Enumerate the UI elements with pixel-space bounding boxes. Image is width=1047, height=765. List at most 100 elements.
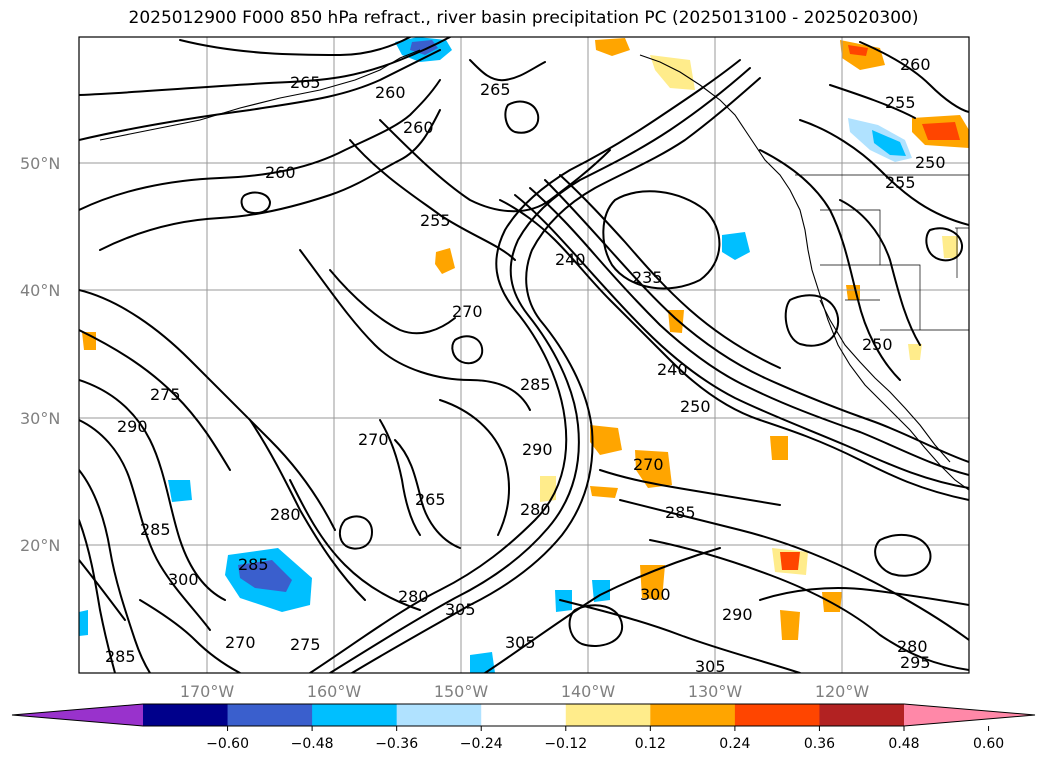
contour-label: 305 xyxy=(445,600,476,619)
lon-label: 170°W xyxy=(180,682,235,701)
contour-label: 280 xyxy=(270,505,301,524)
contour-label: 275 xyxy=(290,635,321,654)
positive-anomaly-patch xyxy=(780,552,800,570)
contour-label: 250 xyxy=(915,153,946,172)
positive-anomaly-patch xyxy=(635,450,672,488)
positive-anomaly-patch xyxy=(595,38,630,56)
contour-label: 255 xyxy=(885,173,916,192)
contour-label: 290 xyxy=(722,605,753,624)
contour-label: 240 xyxy=(657,360,688,379)
map-frame xyxy=(78,36,970,674)
positive-anomaly-patch xyxy=(590,486,618,498)
contour-label: 265 xyxy=(415,490,446,509)
lat-label: 20°N xyxy=(20,536,60,555)
positive-anomaly-patch xyxy=(942,236,958,258)
contour-label: 285 xyxy=(238,555,269,574)
political-borders xyxy=(795,174,969,331)
colorbar-segment xyxy=(396,704,482,726)
positive-anomaly-patch xyxy=(922,122,960,140)
lon-label: 160°W xyxy=(307,682,362,701)
negative-anomaly-patch xyxy=(168,480,192,502)
colorbar-tick-label: 0.24 xyxy=(719,736,750,752)
contour-label: 250 xyxy=(680,397,711,416)
contour-label: 255 xyxy=(420,211,451,230)
negative-anomaly-patch xyxy=(872,130,906,156)
negative-anomaly-patch xyxy=(470,652,495,673)
contour-label: 285 xyxy=(140,520,171,539)
contour-label: 270 xyxy=(452,302,483,321)
positive-anomaly-patch xyxy=(590,425,622,455)
negative-anomaly-patch xyxy=(79,610,88,636)
precip-anomaly-patches xyxy=(79,37,969,673)
coastlines xyxy=(99,49,969,491)
contour-label: 235 xyxy=(632,268,663,287)
contour-label: 275 xyxy=(150,385,181,404)
positive-anomaly-patch xyxy=(540,476,556,502)
contour-label: 305 xyxy=(505,633,536,652)
colorbar-segment xyxy=(819,704,905,726)
colorbar-segment xyxy=(227,704,313,726)
colorbar-segment xyxy=(481,704,567,726)
contour-label: 290 xyxy=(117,417,148,436)
positive-anomaly-patch xyxy=(435,248,455,274)
latitude-labels: 50°N 40°N 30°N 20°N xyxy=(20,154,60,555)
lon-label: 130°W xyxy=(688,682,743,701)
contour-label: 280 xyxy=(897,637,928,656)
negative-anomaly-patch xyxy=(722,232,750,260)
contour-label: 300 xyxy=(168,570,199,589)
colorbar-outline xyxy=(11,703,1036,727)
colorbar-tick-label: −0.36 xyxy=(375,736,418,752)
contour-label: 260 xyxy=(900,55,931,74)
colorbar-segment xyxy=(734,704,820,726)
contour-label: 270 xyxy=(633,455,664,474)
contour-label: 290 xyxy=(522,440,553,459)
longitude-labels: 170°W 160°W 150°W 140°W 130°W 120°W xyxy=(180,682,870,701)
contour-label: 280 xyxy=(398,587,429,606)
colorbar-tick-label: 0.36 xyxy=(804,736,835,752)
contour-label: 285 xyxy=(665,503,696,522)
contour-label: 295 xyxy=(900,653,931,672)
map-title: 2025012900 F000 850 hPa refract., river … xyxy=(128,8,919,28)
contour-label: 280 xyxy=(520,500,551,519)
contour-label: 260 xyxy=(403,118,434,137)
negative-anomaly-patch xyxy=(238,560,292,592)
colorbar-min-extension xyxy=(12,704,143,726)
contour-label: 285 xyxy=(520,375,551,394)
lat-label: 50°N xyxy=(20,154,60,173)
contour-label: 300 xyxy=(640,585,671,604)
contour-label: 265 xyxy=(480,80,511,99)
positive-anomaly-patch xyxy=(650,55,695,90)
colorbar-tick-label: 0.48 xyxy=(888,736,919,752)
colorbar-max-extension xyxy=(904,704,1035,726)
colorbar-tick-label: −0.24 xyxy=(460,736,503,752)
contour-label: 270 xyxy=(225,633,256,652)
positive-anomaly-patch xyxy=(848,45,868,56)
contour-label: 285 xyxy=(105,647,136,666)
lat-label: 30°N xyxy=(20,409,60,428)
graticule xyxy=(79,37,969,673)
colorbar-tick-label: −0.48 xyxy=(291,736,334,752)
lon-label: 150°W xyxy=(434,682,489,701)
contour-label: 260 xyxy=(265,163,296,182)
refractivity-contours xyxy=(79,37,969,673)
colorbar-segment xyxy=(143,704,229,726)
contour-labels: 265 260 265 260 260 255 255 260 255 250 … xyxy=(105,55,946,676)
colorbar-tick-label: −0.60 xyxy=(206,736,249,752)
contour-label: 305 xyxy=(695,657,726,676)
contour-label: 260 xyxy=(375,83,406,102)
positive-anomaly-patch xyxy=(780,610,800,640)
positive-anomaly-patch xyxy=(908,344,922,360)
lon-label: 120°W xyxy=(815,682,870,701)
colorbar-tick-label: −0.12 xyxy=(544,736,587,752)
contour-label: 240 xyxy=(555,250,586,269)
contour-label: 255 xyxy=(885,93,916,112)
colorbar-segment xyxy=(650,704,736,726)
contour-label: 265 xyxy=(290,73,321,92)
contour-label: 250 xyxy=(862,335,893,354)
lat-label: 40°N xyxy=(20,281,60,300)
colorbar-segment xyxy=(312,704,398,726)
contour-label: 270 xyxy=(358,430,389,449)
lon-label: 140°W xyxy=(561,682,616,701)
colorbar-segment xyxy=(565,704,651,726)
